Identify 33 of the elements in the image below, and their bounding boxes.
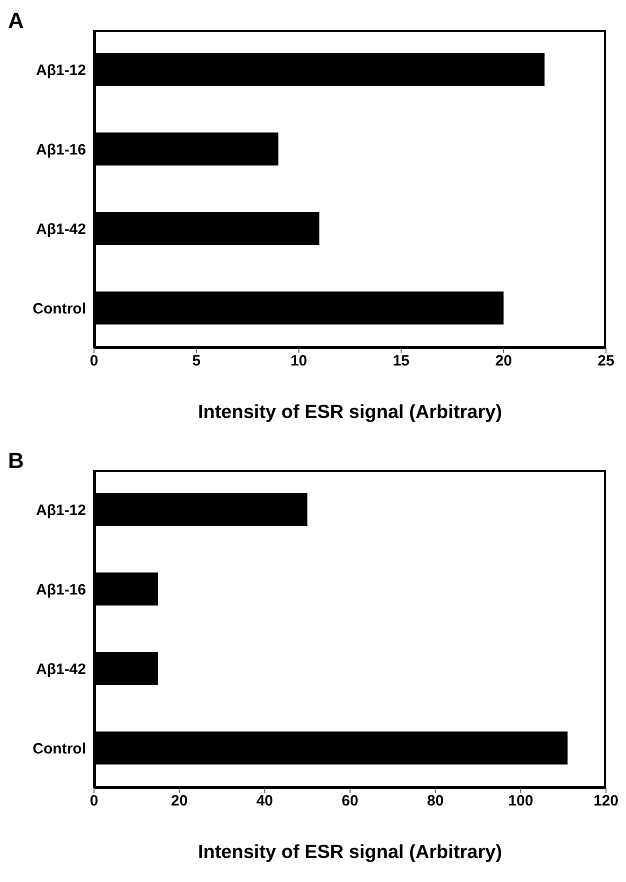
bar — [94, 212, 320, 245]
x-tick-label: 80 — [426, 792, 444, 810]
bar — [94, 732, 568, 764]
x-tick-label: 15 — [392, 352, 410, 370]
y-tick-label: Aβ1-16 — [36, 142, 86, 159]
x-axis-title: Intensity of ESR signal (Arbitrary) — [198, 842, 502, 863]
x-tick-label: 100 — [508, 792, 534, 810]
x-tick-label: 60 — [342, 792, 358, 810]
x-tick-label: 120 — [593, 792, 619, 810]
x-tick-label: 20 — [170, 792, 188, 810]
y-tick-label: Aβ1-42 — [36, 661, 86, 678]
bar — [94, 292, 504, 324]
x-tick-label: 10 — [290, 352, 308, 370]
bar — [94, 493, 308, 526]
x-tick-label: 5 — [192, 352, 201, 370]
chart-title: A — [8, 8, 24, 34]
y-tick-label: Aβ1-12 — [36, 502, 86, 520]
bar — [94, 572, 158, 606]
x-tick-label: 20 — [495, 352, 512, 370]
bar — [94, 53, 545, 86]
y-tick-label: Aβ1-12 — [36, 62, 86, 80]
x-axis-title: Intensity of ESR signal (Arbitrary) — [198, 402, 502, 423]
bar — [94, 132, 278, 166]
x-tick-label: 0 — [90, 352, 98, 370]
y-tick-label: Control — [32, 300, 86, 318]
x-tick-label: 40 — [256, 792, 274, 810]
y-tick-label: Control — [32, 740, 86, 758]
chart-title: B — [8, 448, 24, 474]
x-tick-label: 0 — [90, 792, 98, 810]
y-tick-label: Aβ1-16 — [36, 582, 86, 599]
bar — [94, 652, 158, 685]
y-tick-label: Aβ1-42 — [36, 221, 86, 238]
x-tick-label: 25 — [598, 352, 614, 370]
